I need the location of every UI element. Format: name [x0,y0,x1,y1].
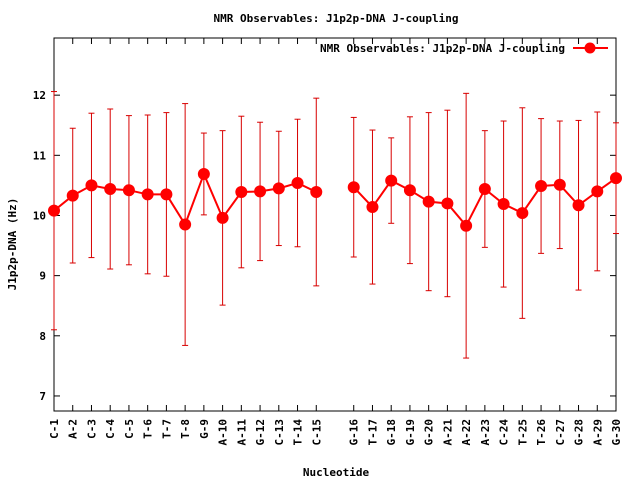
data-point [66,189,79,202]
x-tick-label: C-1 [48,419,61,439]
y-tick-label: 10 [33,209,46,222]
data-point [141,188,154,201]
series [48,91,622,359]
data-point [310,186,323,199]
x-tick-label: T-25 [516,419,529,446]
y-tick-label: 11 [33,149,47,162]
data-point [48,204,60,217]
x-axis-label: Nucleotide [303,466,370,479]
data-point [478,183,491,196]
x-tick-label: G-20 [423,419,436,446]
x-tick-label: T-26 [535,419,548,446]
x-tick-label: C-4 [104,419,117,439]
legend-marker [584,42,596,54]
data-point [197,167,210,180]
x-tick-label: G-28 [573,419,586,446]
x-tick-label: T-7 [160,419,173,439]
data-point [497,198,510,211]
data-point [610,172,622,185]
data-point [553,178,566,191]
x-tick-label: A-21 [441,419,454,446]
data-point [591,185,604,198]
x-tick-label: C-15 [310,419,323,446]
data-point [216,211,229,224]
data-point [104,183,117,196]
x-tick-label: G-9 [198,419,211,439]
x-tick-label: T-6 [142,419,155,439]
x-tick-label: A-10 [217,419,230,446]
x-tick-label: C-27 [554,419,567,446]
legend-label: NMR Observables: J1p2p-DNA J-coupling [320,42,565,55]
x-tick-label: A-23 [479,419,492,446]
plot-frame [53,37,617,412]
data-point [347,181,360,194]
x-tick-label: C-5 [123,419,136,439]
legend: NMR Observables: J1p2p-DNA J-coupling [320,42,608,55]
data-point [122,184,135,197]
x-tick-label: A-11 [235,419,248,446]
x-tick-label: G-16 [348,419,361,446]
y-tick-label: 12 [33,89,46,102]
data-point [403,184,416,197]
x-tick-label: C-13 [273,419,286,446]
data-point [179,218,192,231]
x-tick-label: A-22 [460,419,473,446]
x-tick-label: C-3 [85,419,98,439]
data-point [460,219,473,232]
data-point [535,179,548,192]
data-point [422,195,435,208]
data-point [516,207,529,220]
x-tick-label: G-30 [610,419,623,446]
y-axis: 7 8 9 10 11 12 [33,89,616,403]
data-point [385,174,398,187]
x-tick-label: A-2 [67,419,80,439]
x-tick-label: T-17 [366,419,379,446]
y-axis-label: J1p2p-DNA (Hz) [6,198,19,291]
y-tick-label: 9 [39,270,46,283]
data-point [235,186,248,199]
data-point [366,201,379,214]
data-point [160,188,173,201]
data-point [272,182,285,195]
x-axis: C-1 A-2 C-3 C-4 C-5 T-6 T-7 T-8 G-9 A-10 A-11 G-12 C… [48,38,623,446]
data-point [441,197,454,210]
x-tick-label: G-18 [385,419,398,446]
x-tick-label: A-29 [591,419,604,446]
x-tick-label: T-14 [292,419,305,446]
x-tick-label: G-19 [404,419,417,446]
data-point [291,176,304,189]
y-tick-label: 8 [39,330,46,343]
chart-title: NMR Observables: J1p2p-DNA J-coupling [213,12,458,25]
x-tick-label: C-24 [498,419,511,446]
data-point [572,199,585,212]
x-tick-label: G-12 [254,419,267,446]
x-tick-label: T-8 [179,419,192,439]
data-point [85,179,98,192]
y-tick-label: 7 [39,390,46,403]
data-point [254,185,267,198]
